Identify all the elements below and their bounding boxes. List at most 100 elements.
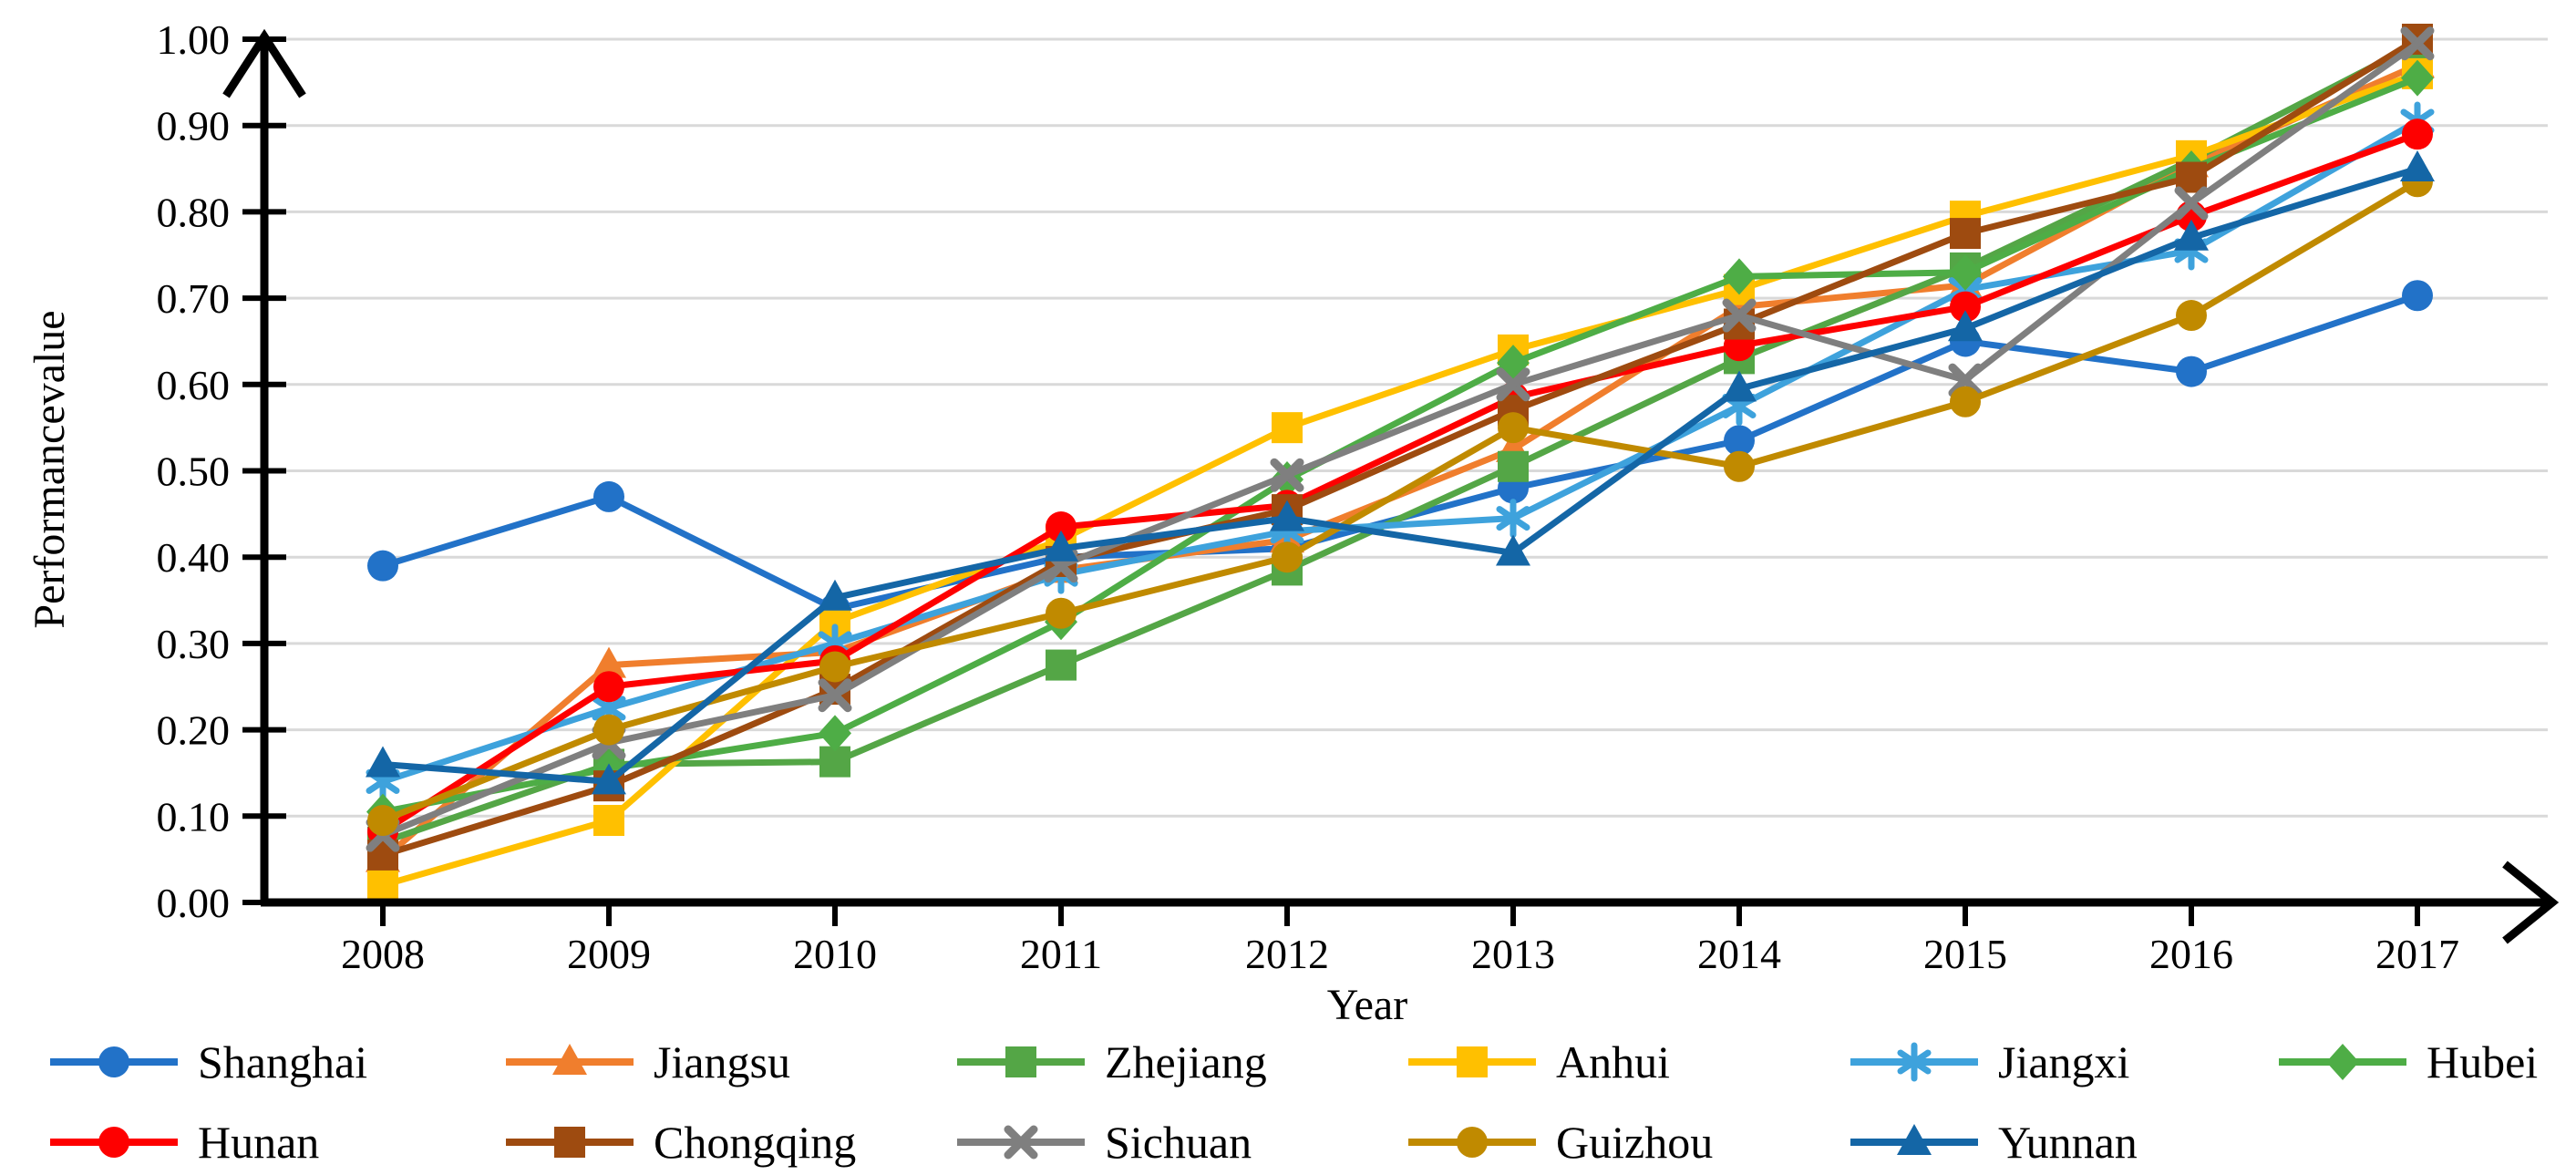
marker-x bbox=[1722, 298, 1757, 333]
legend-label: Hunan bbox=[198, 1117, 319, 1168]
y-tick-label: 0.00 bbox=[157, 880, 231, 926]
marker-circle bbox=[367, 550, 398, 582]
marker-triangle bbox=[1897, 1124, 1932, 1155]
marker-circle bbox=[1724, 450, 1755, 482]
marker-circle bbox=[1724, 425, 1755, 457]
marker-shape bbox=[98, 1127, 129, 1158]
marker-square bbox=[1457, 1046, 1488, 1077]
marker-shape bbox=[1457, 1127, 1488, 1158]
marker-diamond bbox=[1949, 253, 1982, 291]
x-axis-title: Year bbox=[1327, 981, 1407, 1029]
marker-shape bbox=[1272, 412, 1303, 444]
marker-shape bbox=[819, 715, 851, 752]
y-axis-title: Performancevalue bbox=[26, 310, 74, 628]
marker-shape bbox=[552, 1044, 587, 1075]
legend-item-yunnan: Yunnan bbox=[1850, 1117, 2138, 1168]
marker-shape bbox=[367, 805, 398, 837]
legend-label: Zhejiang bbox=[1105, 1036, 1267, 1087]
marker-asterisk bbox=[1897, 1042, 1932, 1082]
marker-shape bbox=[1897, 1049, 1932, 1075]
marker-shape bbox=[1722, 298, 1757, 333]
series-line bbox=[379, 40, 2421, 839]
marker-circle bbox=[2402, 119, 2433, 150]
x-tick-label: 2017 bbox=[2375, 931, 2459, 977]
marker-shape bbox=[2402, 119, 2433, 150]
legend-item-jiangsu: Jiangsu bbox=[506, 1036, 790, 1087]
marker-triangle bbox=[2400, 150, 2435, 182]
y-ticks: 0.00 0.10 0.20 0.30 0.40 0.50 0.60 0.70 0.80 0.90… bbox=[157, 16, 286, 926]
y-tick-label: 0.20 bbox=[157, 707, 231, 754]
marker-circle bbox=[1046, 597, 1077, 629]
y-tick-label: 0.40 bbox=[157, 534, 231, 581]
legend-item-jiangxi: Jiangxi bbox=[1850, 1036, 2129, 1087]
marker-diamond bbox=[2401, 59, 2434, 97]
y-tick-label: 0.90 bbox=[157, 103, 231, 149]
x-tick-label: 2014 bbox=[1697, 931, 1781, 977]
legend-label: Sichuan bbox=[1105, 1117, 1252, 1168]
marker-diamond bbox=[819, 715, 851, 752]
marker-shape bbox=[2326, 1044, 2359, 1080]
x-tick-label: 2012 bbox=[1245, 931, 1329, 977]
y-tick-label: 0.10 bbox=[157, 793, 231, 840]
marker-square bbox=[1498, 450, 1529, 482]
marker-square bbox=[1046, 649, 1077, 681]
marker-shape bbox=[1949, 253, 1982, 291]
x-tick-label: 2015 bbox=[1923, 931, 2007, 977]
marker-triangle bbox=[592, 763, 626, 795]
y-tick-label: 0.50 bbox=[157, 448, 231, 495]
marker-shape bbox=[1724, 450, 1755, 482]
x-tick-label: 2009 bbox=[567, 931, 651, 977]
marker-triangle bbox=[2174, 219, 2209, 251]
x-axis-arrow-icon bbox=[2502, 861, 2560, 944]
y-tick-label: 1.00 bbox=[157, 16, 231, 63]
marker-shape bbox=[1897, 1124, 1932, 1155]
marker-circle bbox=[1498, 412, 1529, 444]
marker-circle bbox=[819, 651, 850, 683]
legend-label: Chongqing bbox=[654, 1117, 856, 1168]
marker-circle bbox=[593, 480, 624, 512]
marker-shape bbox=[1270, 500, 1304, 531]
marker-circle bbox=[1272, 541, 1303, 573]
marker-shape bbox=[1496, 506, 1530, 531]
legend: Shanghai Jiangsu Zhejiang Anhui Jiangxi Hubei… bbox=[50, 1036, 2538, 1168]
marker-shape bbox=[2176, 300, 2207, 332]
marker-shape bbox=[98, 1046, 129, 1077]
series-line bbox=[379, 40, 2421, 846]
x-tick-label: 2016 bbox=[2149, 931, 2233, 977]
marker-shape bbox=[818, 678, 852, 713]
marker-circle bbox=[1457, 1127, 1488, 1158]
marker-shape bbox=[1046, 649, 1077, 681]
legend-label: Anhui bbox=[1556, 1036, 1670, 1087]
marker-shape bbox=[593, 671, 624, 703]
marker-circle bbox=[2402, 280, 2433, 312]
marker-diamond bbox=[2326, 1044, 2359, 1080]
marker-shape bbox=[1950, 386, 1981, 417]
marker-shape bbox=[1044, 530, 1078, 562]
marker-x bbox=[1270, 458, 1304, 492]
legend-item-hunan: Hunan bbox=[50, 1117, 319, 1168]
marker-shape bbox=[1498, 450, 1529, 482]
legend-item-anhui: Anhui bbox=[1408, 1036, 1670, 1087]
legend-label: Yunnan bbox=[1998, 1117, 2138, 1168]
legend-label: Guizhou bbox=[1556, 1117, 1713, 1168]
marker-shape bbox=[1046, 597, 1077, 629]
marker-circle bbox=[98, 1046, 129, 1077]
marker-square bbox=[367, 870, 398, 902]
marker-shape bbox=[819, 651, 850, 683]
marker-x bbox=[2400, 26, 2435, 61]
marker-circle bbox=[98, 1127, 129, 1158]
marker-shape bbox=[2401, 59, 2434, 97]
marker-shape bbox=[1496, 534, 1530, 566]
marker-square bbox=[1272, 412, 1303, 444]
marker-square bbox=[1005, 1046, 1036, 1077]
series-line bbox=[379, 130, 2421, 835]
marker-x bbox=[2174, 186, 2209, 221]
marker-x bbox=[1496, 367, 1530, 402]
marker-triangle bbox=[1722, 370, 1757, 402]
marker-shape bbox=[1723, 258, 1756, 295]
marker-shape bbox=[2402, 280, 2433, 312]
marker-diamond bbox=[1723, 258, 1756, 295]
